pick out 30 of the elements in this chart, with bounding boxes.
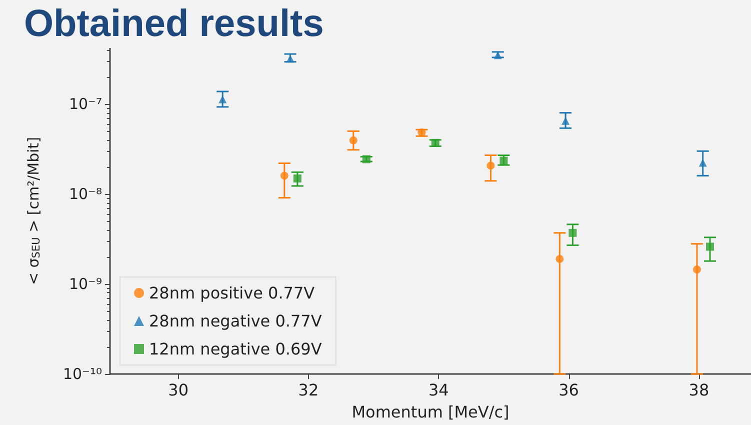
- y-tick-label: 10⁻⁷: [68, 95, 102, 114]
- chart-title: Obtained results: [23, 2, 325, 47]
- legend-label: 12nm negative 0.69V: [149, 340, 322, 358]
- point: [218, 95, 227, 104]
- point: [698, 158, 707, 167]
- point: [692, 266, 701, 274]
- x-tick-label: 30: [168, 380, 189, 400]
- y-tick-label: 10⁻¹⁰: [62, 365, 102, 383]
- point: [556, 254, 564, 263]
- x-tick-label: 36: [558, 380, 579, 400]
- x-tick-label: 38: [688, 380, 710, 400]
- point: [280, 172, 288, 180]
- point: [349, 136, 358, 144]
- point: [494, 51, 502, 60]
- y-tick-label: 10⁻⁹: [68, 275, 102, 294]
- point: [293, 174, 302, 182]
- point: [486, 162, 495, 170]
- y-axis-title: < σSEU > [cm²/Mbit]: [24, 136, 42, 286]
- legend-label: 28nm negative 0.77V: [149, 312, 322, 330]
- x-tick-label: 32: [298, 380, 319, 400]
- point: [568, 228, 577, 237]
- x-axis-title: Momentum [MeV/c]: [352, 402, 510, 422]
- point: [706, 242, 714, 251]
- point: [500, 156, 508, 165]
- x-tick-label: 34: [428, 380, 449, 400]
- point: [431, 138, 440, 147]
- point: [418, 128, 426, 136]
- legend-label: 28nm positive 0.77V: [149, 284, 315, 302]
- point: [362, 155, 370, 164]
- y-tick-label: 10⁻⁸: [68, 185, 102, 204]
